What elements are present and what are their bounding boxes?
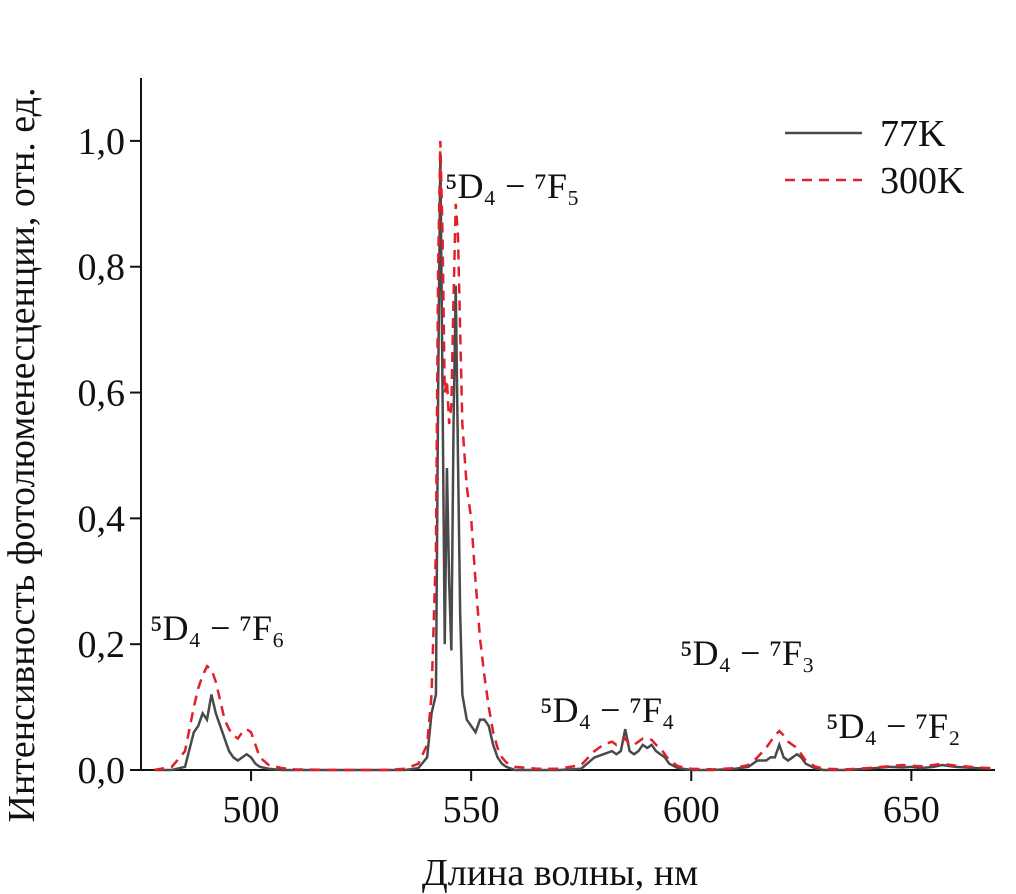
annotation: ⁵D₄ − ⁷F₃ [680, 633, 815, 673]
x-tick-label: 600 [663, 789, 720, 831]
annotation: ⁵D₄ − ⁷F₂ [826, 706, 961, 746]
annotation: ⁵D₄ − ⁷F₆ [150, 608, 285, 648]
series-line [153, 140, 991, 772]
y-tick-label: 0,0 [78, 750, 126, 792]
x-tick-label: 650 [883, 789, 940, 831]
y-tick-label: 0,4 [78, 498, 126, 540]
y-tick-label: 1,0 [78, 121, 126, 163]
y-axis-label: Интенсивность фотолюменесценции, отн. ед… [1, 87, 43, 822]
y-tick-label: 0,8 [78, 247, 126, 289]
legend-label: 77K [880, 113, 946, 155]
x-axis-label: Длина волны, нм [422, 852, 698, 894]
annotation: ⁵D₄ − ⁷F₅ [445, 166, 580, 206]
x-tick-label: 500 [223, 789, 280, 831]
y-tick-label: 0,2 [78, 624, 126, 666]
annotation: ⁵D₄ − ⁷F₄ [540, 690, 675, 730]
legend-label: 300K [880, 160, 965, 202]
x-tick-label: 550 [443, 789, 500, 831]
y-tick-label: 0,6 [78, 373, 126, 415]
series-line [154, 153, 991, 772]
